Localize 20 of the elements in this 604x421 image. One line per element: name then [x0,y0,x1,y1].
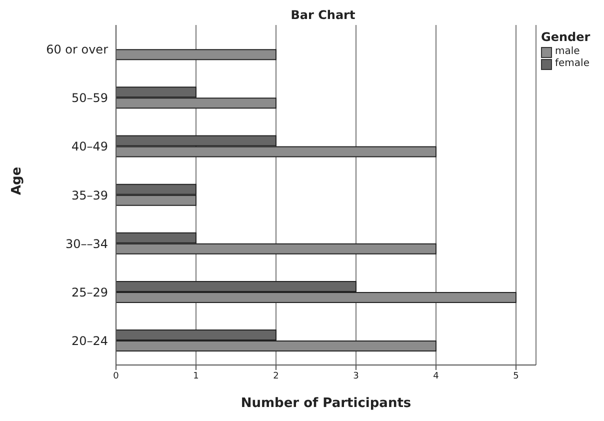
y-tick-label: 60 or over [46,42,108,57]
y-axis-title: Age [10,166,25,195]
legend-label: male [555,46,580,58]
y-tick-label: 30––34 [65,236,108,251]
bar [116,49,276,60]
y-tick-label: 50–59 [71,91,108,106]
y-tick-label: 35–39 [71,188,108,202]
legend-title: Gender [541,30,590,44]
x-tick-label: 1 [193,371,199,382]
chart-title: Bar Chart [290,8,356,22]
x-tick-label: 4 [433,371,440,382]
legend-label: female [555,58,590,70]
x-tick-label: 3 [353,371,359,382]
y-tick-label: 40–49 [71,140,108,154]
x-tick-label: 2 [273,371,279,382]
x-tick-label: 0 [113,371,120,382]
x-axis-title: Number of Participants [240,396,412,411]
y-tick-label: 25–29 [71,285,108,300]
x-tick-label: 5 [513,371,519,382]
y-tick-label: 20–24 [71,334,108,348]
